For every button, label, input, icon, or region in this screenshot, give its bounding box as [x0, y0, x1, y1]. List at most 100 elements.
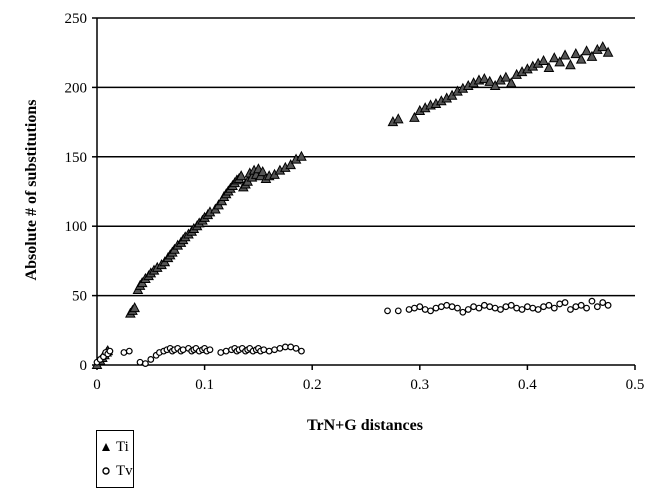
point-tv: [405, 306, 413, 313]
point-tv: [513, 304, 521, 312]
legend-label-ti: Ti: [116, 438, 129, 455]
point-tv: [529, 304, 537, 312]
point-ti: [575, 53, 587, 64]
point-tv: [416, 303, 424, 311]
triangle-marker-icon: [102, 443, 110, 451]
point-tv: [265, 347, 273, 355]
point-tv: [222, 347, 230, 355]
y-tick-label: 200: [65, 80, 88, 96]
x-tick-label: 0.2: [303, 377, 322, 393]
point-ti: [129, 302, 140, 313]
point-tv: [421, 306, 429, 313]
point-tv: [470, 303, 478, 311]
point-tv: [588, 297, 596, 305]
x-axis-title: TrN+G distances: [307, 417, 423, 434]
point-tv: [179, 346, 187, 354]
point-tv: [281, 343, 289, 351]
point-ti: [479, 73, 490, 84]
point-ti: [581, 45, 592, 56]
point-ti: [285, 159, 297, 170]
y-tick-label: 0: [80, 358, 88, 374]
y-tick-label: 250: [65, 11, 88, 27]
point-tv: [260, 346, 268, 354]
point-tv: [459, 308, 467, 316]
x-tick-label: 0.3: [410, 377, 429, 393]
point-tv: [583, 304, 590, 312]
legend-item-ti: Ti: [101, 437, 129, 457]
point-ti: [570, 48, 582, 59]
point-tv: [120, 349, 128, 356]
circle-marker-icon: [102, 467, 110, 475]
point-tv: [464, 306, 472, 313]
point-tv: [486, 303, 494, 311]
point-tv: [593, 303, 601, 311]
point-tv: [518, 306, 526, 313]
point-ti: [602, 46, 614, 57]
point-ti: [505, 77, 517, 88]
point-ti: [296, 150, 307, 161]
point-tv: [540, 303, 547, 311]
y-tick-label: 150: [65, 150, 88, 166]
point-tv: [427, 307, 434, 315]
gridlines: [97, 17, 635, 297]
legend-item-tv: Tv: [101, 461, 133, 481]
axes: [96, 18, 635, 366]
point-tv: [384, 307, 391, 315]
point-ti: [484, 75, 496, 86]
point-ti: [565, 59, 576, 70]
point-tv: [206, 346, 214, 354]
point-tv: [524, 303, 531, 311]
point-tv: [497, 306, 504, 313]
point-tv: [550, 304, 558, 312]
point-tv: [411, 304, 418, 312]
point-tv: [454, 304, 461, 312]
point-tv: [125, 347, 133, 355]
point-tv: [394, 307, 402, 315]
legend: Ti Tv: [96, 430, 134, 488]
x-tick-label: 0.4: [518, 377, 537, 393]
point-tv: [287, 343, 295, 351]
point-tv: [502, 303, 510, 311]
point-ti: [597, 41, 609, 52]
y-tick-labels: 0 50 100 150 200 250: [65, 11, 97, 374]
point-ti: [257, 165, 269, 177]
point-tv: [271, 346, 278, 354]
x-tick-label: 0.1: [195, 377, 214, 393]
x-tick-label: 0.5: [626, 377, 645, 393]
point-tv: [545, 301, 553, 309]
point-tv: [142, 360, 149, 368]
point-ti: [538, 54, 549, 66]
point-tv: [577, 301, 585, 309]
point-ti: [554, 56, 566, 67]
point-tv: [147, 356, 155, 363]
point-tv: [443, 301, 451, 309]
point-ti: [392, 113, 404, 124]
x-tick-labels: 0 0.1 0.2 0.3 0.4 0.5: [93, 365, 644, 393]
data-points: [91, 41, 614, 369]
point-ti: [548, 52, 560, 63]
point-tv: [572, 303, 580, 311]
point-tv: [561, 299, 569, 306]
point-ti: [559, 49, 571, 60]
point-tv: [556, 300, 564, 308]
point-ti: [489, 79, 501, 91]
legend-label-tv: Tv: [116, 462, 133, 479]
point-tv: [276, 344, 284, 352]
point-tv: [217, 349, 225, 356]
y-axis-title: Absolute # of substitutions: [23, 100, 40, 281]
point-ti: [235, 170, 247, 181]
point-tv: [534, 306, 542, 313]
point-ti: [586, 50, 598, 61]
point-ti: [500, 71, 512, 82]
point-tv: [567, 306, 574, 313]
point-ti: [409, 111, 420, 122]
point-tv: [298, 347, 305, 355]
point-tv: [480, 301, 488, 309]
point-tv: [475, 304, 483, 312]
point-tv: [437, 303, 445, 311]
point-tv: [448, 303, 456, 311]
x-tick-label: 0: [93, 377, 101, 393]
point-ti: [543, 61, 555, 72]
point-tv: [292, 344, 300, 352]
